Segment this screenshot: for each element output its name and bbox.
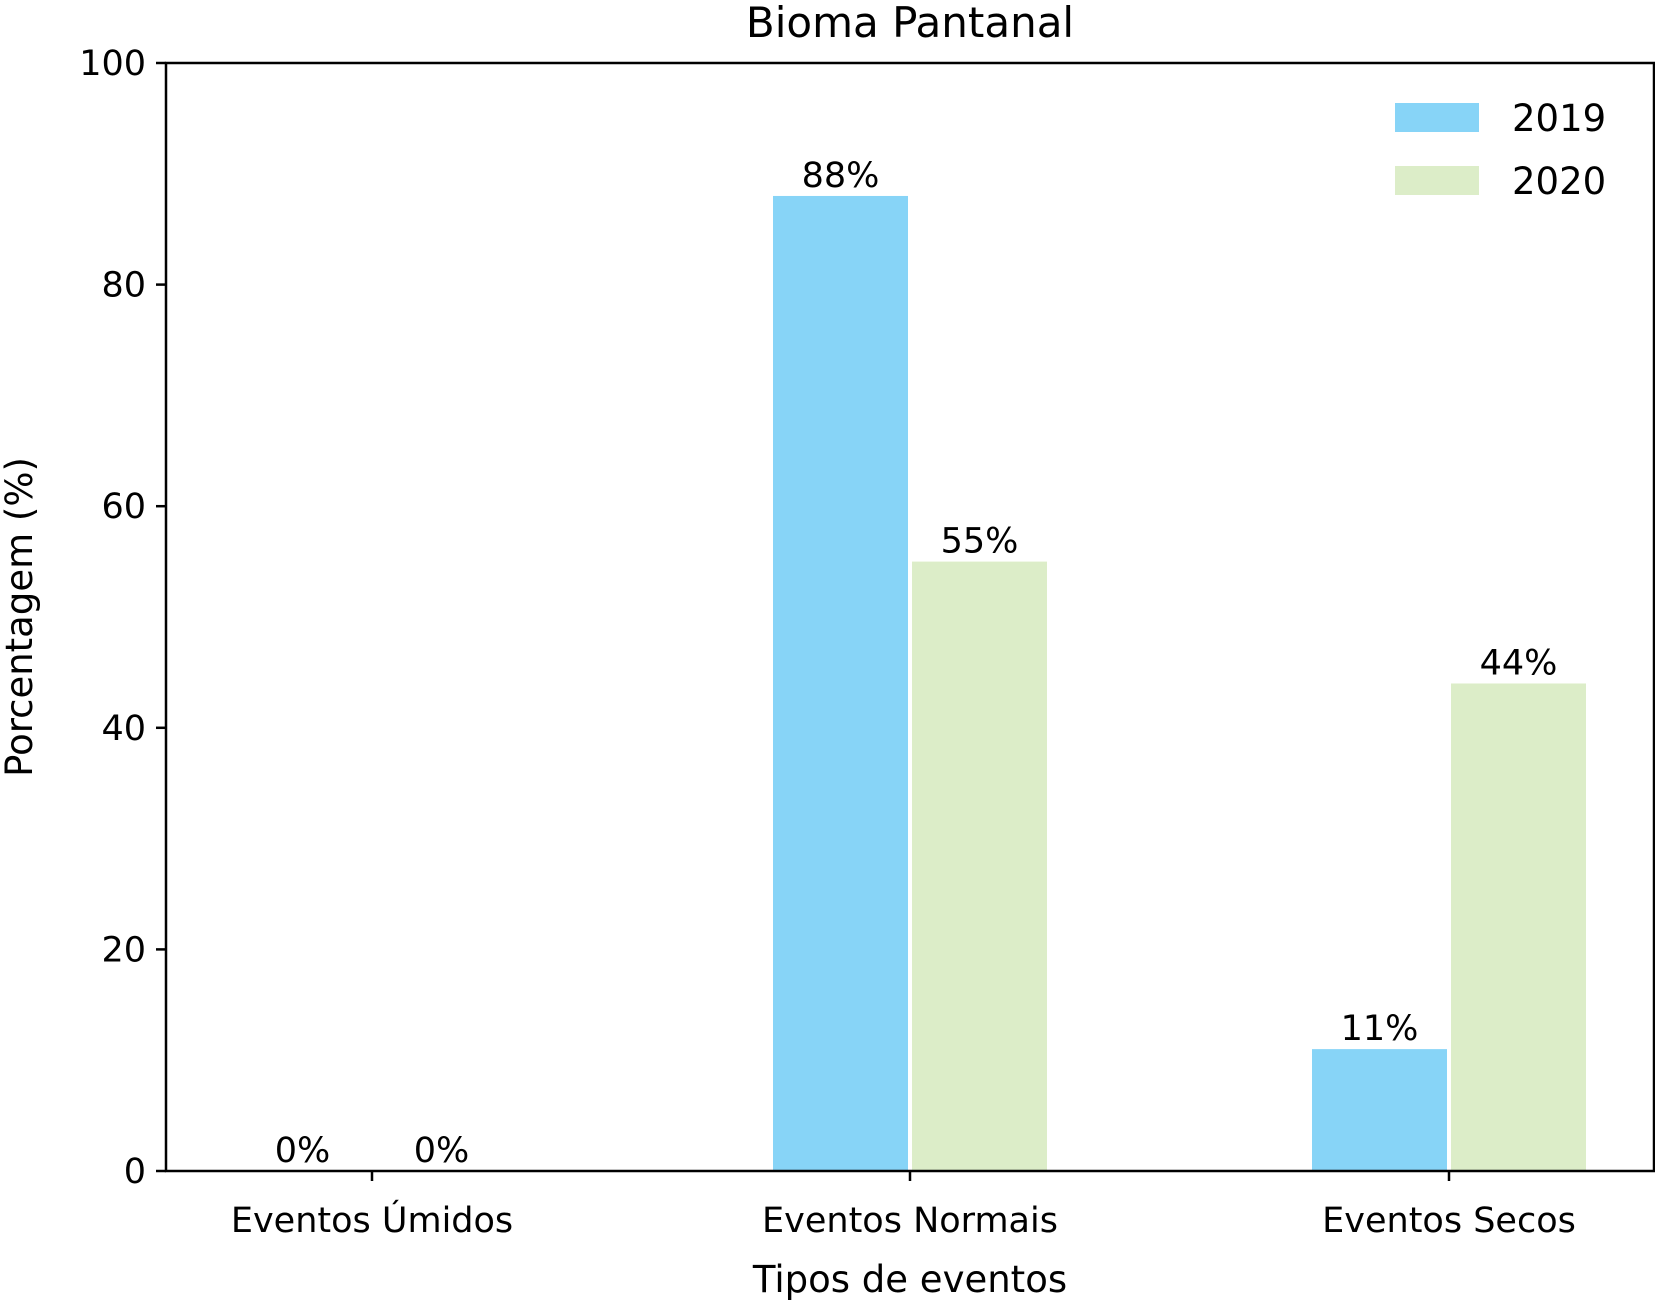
y-axis-label: Porcentagem (%) — [0, 457, 41, 777]
plot-frame — [164, 61, 1655, 1173]
legend: 2019 2020 — [1395, 97, 1606, 203]
bar-2019-eventos-normais — [773, 195, 908, 1171]
data-label-2019-eventos-umidos: 0% — [275, 1131, 331, 1171]
y-tick-label: 100 — [79, 44, 146, 84]
x-tick-label-eventos-umidos: Eventos Úmidos — [231, 1199, 513, 1241]
chart-title: Bioma Pantanal — [746, 0, 1074, 47]
bar-2020-eventos-secos — [1451, 683, 1586, 1171]
bar-2019-eventos-secos — [1312, 1049, 1447, 1171]
data-label-2020-eventos-umidos: 0% — [414, 1131, 470, 1171]
y-tick-label: 60 — [101, 487, 146, 527]
x-axis-ticks: Eventos Úmidos Eventos Normais Eventos Sec… — [231, 1171, 1576, 1241]
bars-group — [773, 195, 1586, 1171]
data-label-2019-eventos-normais: 88% — [802, 156, 880, 196]
legend-swatch-2020 — [1395, 166, 1479, 195]
legend-label-2020: 2020 — [1512, 160, 1606, 203]
data-label-2020-eventos-secos: 44% — [1480, 643, 1558, 683]
y-tick-label: 20 — [101, 930, 146, 970]
y-tick-label: 80 — [101, 266, 146, 306]
y-tick-label: 40 — [101, 709, 146, 749]
x-axis-label: Tipos de eventos — [752, 1258, 1067, 1301]
y-axis-ticks: 0 20 40 60 80 100 — [79, 44, 166, 1192]
data-label-2020-eventos-normais: 55% — [941, 522, 1019, 562]
data-label-2019-eventos-secos: 11% — [1341, 1009, 1419, 1049]
legend-label-2019: 2019 — [1512, 97, 1606, 140]
x-tick-label-eventos-normais: Eventos Normais — [762, 1201, 1058, 1241]
legend-swatch-2019 — [1395, 103, 1479, 132]
y-tick-label: 0 — [124, 1152, 146, 1192]
bar-2020-eventos-normais — [912, 561, 1047, 1171]
data-labels: 0% 88% 11% 0% 55% 44% — [275, 156, 1558, 1171]
x-tick-label-eventos-secos: Eventos Secos — [1322, 1201, 1576, 1241]
